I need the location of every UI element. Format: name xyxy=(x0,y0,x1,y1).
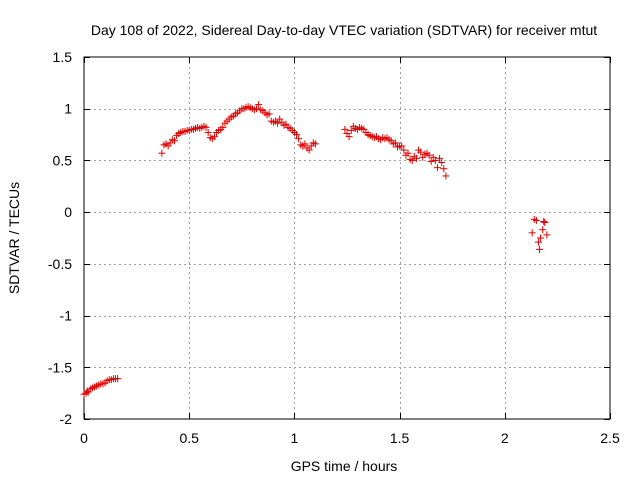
data-point xyxy=(408,156,416,164)
data-point xyxy=(293,131,301,139)
data-point xyxy=(253,105,261,113)
x-tick-label: 1.5 xyxy=(390,430,410,446)
x-tick-label: 0.5 xyxy=(179,430,199,446)
data-point xyxy=(204,129,212,137)
plot-frame xyxy=(83,56,611,420)
data-point xyxy=(345,133,353,141)
data-point xyxy=(438,158,446,166)
data-point xyxy=(427,157,435,165)
data-point xyxy=(347,126,355,134)
y-tick-label: 1.5 xyxy=(53,49,73,65)
y-tick-label: -0.5 xyxy=(48,256,72,272)
axis-ticks: 0 0.5 1 1.5 2 2.5 -2 -1.5 -1 -0.5 0 0.5 1 1.5 xyxy=(48,49,620,446)
y-tick-label: -1.5 xyxy=(48,359,72,375)
grid xyxy=(84,57,610,419)
data-point xyxy=(425,151,433,159)
x-tick-label: 2.5 xyxy=(600,430,620,446)
data-point xyxy=(404,149,412,157)
y-tick-label: -2 xyxy=(60,411,73,427)
data-point xyxy=(400,146,408,154)
data-point xyxy=(170,137,178,145)
data-point xyxy=(528,229,536,237)
data-point xyxy=(540,217,548,225)
data-point xyxy=(543,231,551,239)
y-tick-label: -1 xyxy=(60,308,73,324)
data-point xyxy=(255,101,263,109)
data-point xyxy=(295,135,303,143)
data-point xyxy=(417,148,425,156)
y-tick-label: 0.5 xyxy=(53,152,73,168)
data-point xyxy=(412,154,420,162)
data-point xyxy=(442,172,450,180)
data-point xyxy=(398,142,406,150)
data-point xyxy=(536,245,544,253)
data-point xyxy=(301,140,309,148)
data-point xyxy=(539,226,547,234)
data-point xyxy=(158,149,166,157)
x-tick-label: 1 xyxy=(291,430,299,446)
data-point xyxy=(341,125,349,133)
data-point xyxy=(541,218,549,226)
data-point xyxy=(440,165,448,173)
data-point xyxy=(274,119,282,127)
x-tick-label: 0 xyxy=(80,430,88,446)
y-axis-label: SDTVAR / TECUs xyxy=(6,182,22,294)
data-point xyxy=(537,234,545,242)
chart-title: Day 108 of 2022, Sidereal Day-to-day VTE… xyxy=(91,22,597,38)
data-point xyxy=(534,238,542,246)
y-tick-label: 0 xyxy=(64,204,72,220)
data-point xyxy=(114,375,122,383)
data-point xyxy=(311,140,319,148)
y-tick-label: 1 xyxy=(64,101,72,117)
data-point xyxy=(219,123,227,131)
data-point xyxy=(532,216,540,224)
data-point xyxy=(436,154,444,162)
data-point xyxy=(210,133,218,141)
data-point xyxy=(305,146,313,154)
x-axis-label: GPS time / hours xyxy=(291,458,398,474)
data-point xyxy=(265,110,273,118)
data-point xyxy=(433,164,441,172)
x-tick-label: 2 xyxy=(501,430,509,446)
data-point xyxy=(431,156,439,164)
data-point xyxy=(391,139,399,147)
data-points xyxy=(80,101,551,398)
data-point xyxy=(202,123,210,131)
